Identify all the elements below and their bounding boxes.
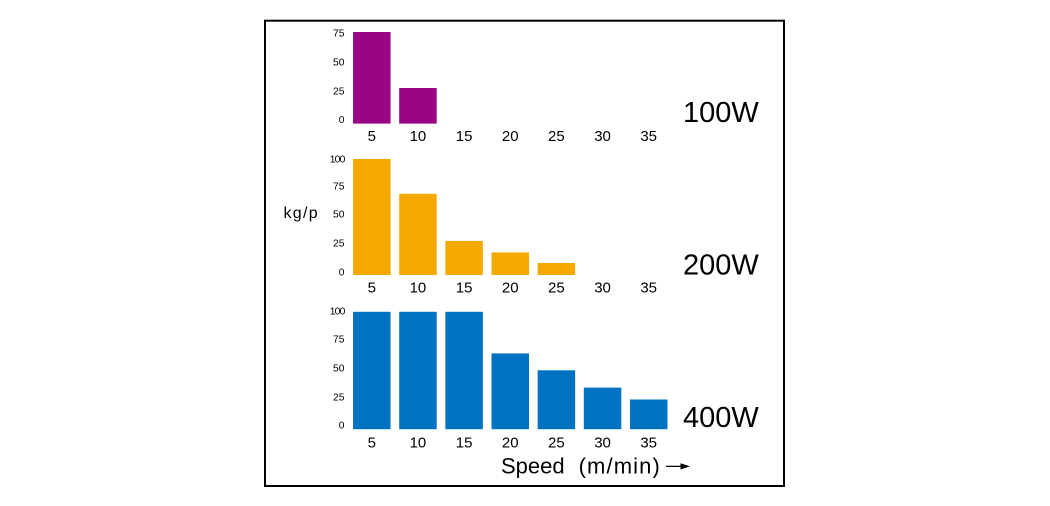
svg-text:20: 20 [502,280,519,297]
svg-text:75: 75 [333,334,345,345]
svg-text:35: 35 [640,128,657,145]
svg-text:35: 35 [640,434,657,451]
svg-text:25: 25 [333,392,345,403]
svg-text:75: 75 [333,182,345,193]
svg-text:30: 30 [594,434,611,451]
svg-text:0: 0 [339,421,345,432]
svg-text:10: 10 [410,280,427,297]
svg-text:15: 15 [456,280,473,297]
svg-text:75: 75 [333,29,345,40]
svg-text:15: 15 [456,434,473,451]
svg-text:20: 20 [502,128,519,145]
svg-text:0: 0 [339,268,345,279]
svg-text:50: 50 [333,209,345,220]
svg-text:50: 50 [333,57,345,68]
svg-text:20: 20 [502,434,519,451]
svg-text:100: 100 [330,154,346,165]
svg-text:100W: 100W [683,97,759,129]
svg-text:5: 5 [368,280,376,297]
svg-text:kg/p: kg/p [284,205,319,222]
svg-text:35: 35 [640,280,657,297]
svg-text:25: 25 [333,238,345,249]
svg-text:25: 25 [333,86,345,97]
svg-text:100: 100 [330,306,346,317]
svg-text:400W: 400W [683,402,759,434]
svg-text:10: 10 [410,434,427,451]
svg-text:50: 50 [333,364,345,375]
svg-text:30: 30 [594,280,611,297]
svg-text:Speed(m/min): Speed (m/min) [501,454,661,479]
svg-text:15: 15 [456,128,473,145]
svg-text:30: 30 [594,128,611,145]
svg-text:25: 25 [548,434,565,451]
svg-text:25: 25 [548,128,565,145]
svg-text:200W: 200W [683,250,759,282]
svg-text:5: 5 [368,128,376,145]
svg-text:5: 5 [368,434,376,451]
svg-text:10: 10 [410,128,427,145]
svg-text:25: 25 [548,280,565,297]
svg-text:0: 0 [339,115,345,126]
